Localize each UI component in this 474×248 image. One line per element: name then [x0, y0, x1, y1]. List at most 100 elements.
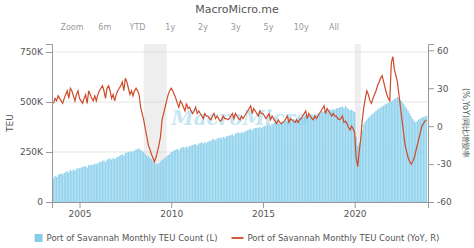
axis-line: [53, 203, 429, 209]
tick-mark: [428, 126, 434, 127]
bar: [389, 102, 390, 202]
bar: [97, 163, 98, 202]
bar: [256, 128, 257, 202]
bar: [210, 140, 211, 202]
grid-line: [52, 52, 428, 53]
bar: [369, 116, 370, 202]
bar: [82, 167, 83, 202]
bar: [59, 174, 60, 202]
series-marks: [53, 57, 427, 202]
bar: [415, 122, 416, 202]
bar: [203, 144, 204, 202]
bar: [242, 133, 243, 202]
bar: [331, 110, 332, 202]
bar: [302, 117, 303, 202]
tick: 30: [428, 84, 449, 94]
tick: 2010: [160, 202, 183, 219]
bar: [391, 102, 392, 202]
bar: [270, 126, 271, 202]
bar: [119, 156, 120, 202]
bar: [333, 109, 334, 202]
bar: [122, 154, 123, 202]
bar: [224, 138, 225, 202]
bar: [276, 124, 277, 202]
bar: [157, 164, 158, 202]
bar: [262, 126, 263, 202]
bar: [167, 155, 168, 202]
bar: [258, 128, 259, 202]
bar: [287, 120, 288, 202]
bar: [288, 122, 289, 202]
bar: [252, 130, 253, 202]
bar: [378, 108, 379, 202]
tick-mark: [46, 152, 52, 153]
bar: [320, 112, 321, 202]
bar: [86, 168, 87, 202]
bar: [304, 116, 305, 202]
grid: [52, 52, 428, 202]
bar: [160, 162, 161, 202]
tick-mark: [428, 50, 434, 51]
bar: [349, 110, 350, 202]
bar: [207, 142, 208, 202]
bar: [187, 148, 188, 202]
tick-mark: [428, 164, 434, 165]
bar: [73, 170, 74, 202]
bar: [248, 130, 249, 202]
toolbar-item: 1y: [165, 23, 175, 32]
bar: [152, 161, 153, 202]
bar: [60, 174, 61, 202]
bar: [141, 151, 142, 202]
bar: [181, 148, 182, 202]
bar: [174, 150, 175, 202]
tick-label: 0: [437, 122, 443, 132]
bar: [375, 111, 376, 202]
bar: [155, 164, 156, 202]
bar: [103, 160, 104, 202]
bar: [398, 98, 399, 202]
bar: [221, 138, 222, 202]
bar: [96, 164, 97, 202]
bar: [385, 104, 386, 202]
bar: [102, 161, 103, 202]
bar: [209, 141, 210, 202]
bar: [310, 115, 311, 202]
bar: [313, 116, 314, 202]
bar: [268, 124, 269, 202]
bar: [274, 123, 275, 202]
bar: [255, 128, 256, 202]
bar: [392, 100, 393, 202]
bar: [100, 162, 101, 202]
bar: [201, 142, 202, 202]
tick-label: 750K: [20, 47, 44, 57]
bar: [138, 148, 139, 202]
bar: [154, 162, 155, 202]
bar: [164, 158, 165, 202]
bar: [342, 106, 343, 202]
bar: [395, 98, 396, 202]
bar: [319, 113, 320, 202]
toolbar-item: 5y: [264, 23, 274, 32]
x-axis: 2005201020152020: [53, 202, 429, 219]
toolbar-item: YTD: [129, 23, 146, 32]
bar: [62, 174, 63, 202]
bar: [317, 114, 318, 202]
tick-mark: [428, 202, 434, 203]
bar: [189, 146, 190, 202]
bar: [357, 146, 358, 202]
bar: [148, 156, 149, 202]
bar: [247, 130, 248, 202]
bar: [363, 124, 364, 202]
bar: [418, 120, 419, 202]
axis-line: [429, 45, 435, 203]
bar: [117, 157, 118, 202]
bar: [397, 97, 398, 202]
bar: [197, 146, 198, 202]
tick: 2015: [252, 202, 275, 219]
legend-swatch: [35, 234, 43, 242]
bar: [386, 104, 387, 202]
bar: [183, 147, 184, 202]
bar: [403, 104, 404, 202]
shaded-region: [144, 44, 167, 202]
bar: [366, 120, 367, 202]
